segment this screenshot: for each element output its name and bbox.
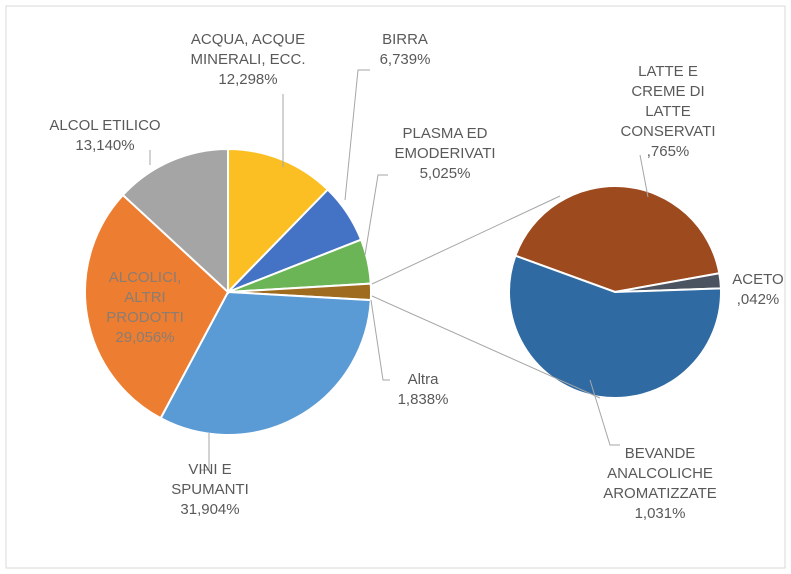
pie-slice [514,185,721,294]
category-label: BEVANDE ANALCOLICHE AROMATIZZATE [603,445,717,502]
value-label: ,042% [736,291,780,308]
leader-line [639,154,649,198]
pie-slice [84,193,230,420]
leader-lines [149,69,649,471]
pie-slice [508,254,722,400]
category-label: VINI E SPUMANTI [171,461,249,498]
data-label: LATTE E CREME DI LATTE CONSERVATI ,765% [609,62,727,162]
value-label: 12,298% [218,71,278,88]
data-label: VINI E SPUMANTI 31,904% [170,460,250,520]
category-label: ACQUA, ACQUE MINERALI, ECC. [190,31,306,68]
category-label: PLASMA ED EMODERIVATI [394,125,496,162]
value-label: 6,739% [379,51,431,68]
category-label: ACETO [732,271,784,288]
value-label: 1,838% [397,391,449,408]
connector-line [371,295,601,399]
category-label: ALCOLICI, ALTRI PRODOTTI [106,269,184,326]
leader-line [200,433,210,471]
data-label: Altra 1,838% [388,370,458,410]
category-label: BIRRA [382,31,428,48]
data-label: ALCOLICI, ALTRI PRODOTTI 29,056% [104,268,186,348]
pie-slice [159,290,372,436]
data-label: BEVANDE ANALCOLICHE AROMATIZZATE 1,031% [600,444,720,524]
category-label: Altra [407,371,439,388]
data-label: ACQUA, ACQUE MINERALI, ECC. 12,298% [178,30,318,90]
value-label: 5,025% [419,165,471,182]
pie-slice [121,147,229,295]
category-label: ALCOL ETILICO [49,117,161,134]
connector-line [371,195,561,285]
leader-line [370,299,390,381]
leader-line [344,69,370,201]
data-label: BIRRA 6,739% [365,30,445,70]
value-label: 13,140% [75,137,135,154]
pie-slice [227,147,330,295]
data-label: ACETO ,042% [728,270,788,310]
data-label: PLASMA ED EMODERIVATI 5,025% [390,124,500,184]
category-label: LATTE E CREME DI LATTE CONSERVATI [620,63,716,140]
value-label: 31,904% [180,501,240,518]
value-label: ,765% [646,143,690,160]
leader-line [364,174,388,256]
value-label: 1,031% [634,505,686,522]
value-label: 29,056% [115,329,175,346]
data-label: ALCOL ETILICO 13,140% [30,116,180,156]
leader-line [589,379,620,446]
